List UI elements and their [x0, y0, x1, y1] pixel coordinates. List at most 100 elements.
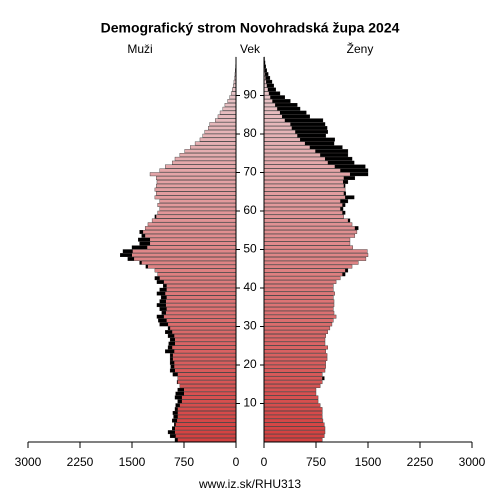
bar	[263, 179, 349, 184]
bar	[174, 422, 237, 427]
excess-bar	[282, 114, 310, 119]
bar	[159, 307, 237, 311]
bar	[204, 129, 237, 134]
bar	[174, 407, 237, 412]
excess-bar	[267, 87, 276, 92]
bar	[156, 291, 237, 296]
bar	[167, 430, 237, 435]
x-tick-label: 750	[174, 455, 194, 469]
excess-bar	[268, 91, 280, 96]
bar	[167, 326, 237, 331]
bar	[263, 260, 359, 265]
bar	[263, 318, 334, 323]
excess-bar	[165, 349, 175, 354]
bar	[263, 310, 335, 315]
excess-bar	[138, 237, 151, 242]
excess-bar	[161, 311, 166, 315]
excess-bar	[159, 322, 169, 327]
bar	[263, 291, 335, 296]
bar	[263, 430, 326, 435]
bar	[156, 303, 237, 308]
bar	[199, 137, 237, 142]
excess-bar	[122, 249, 133, 253]
excess-bar	[347, 218, 350, 223]
excess-bar	[173, 415, 178, 419]
excess-bar	[170, 338, 175, 342]
bar	[156, 191, 237, 196]
excess-bar	[159, 307, 167, 311]
bar	[263, 276, 341, 281]
y-tick-label: 60	[243, 203, 257, 217]
bar	[263, 368, 326, 373]
x-tick-label: 0	[261, 455, 268, 469]
excess-bar	[165, 330, 173, 334]
x-tick-label: 2250	[407, 455, 434, 469]
excess-bar	[170, 368, 175, 373]
excess-bar	[315, 149, 348, 153]
excess-bar	[120, 253, 132, 257]
x-tick-label: 3000	[459, 455, 486, 469]
excess-bar	[270, 95, 285, 99]
bar	[263, 176, 356, 181]
bar	[263, 345, 328, 350]
excess-bar	[277, 107, 301, 111]
excess-bar	[139, 261, 142, 265]
bar	[159, 322, 237, 327]
bar	[263, 314, 337, 319]
y-tick-label: 10	[243, 396, 257, 410]
excess-bar	[172, 411, 178, 415]
bar	[263, 237, 351, 242]
bar	[263, 230, 358, 234]
bar	[263, 322, 333, 327]
bar	[263, 233, 356, 238]
excess-bar	[170, 353, 173, 357]
bar	[194, 141, 237, 146]
bar	[157, 272, 237, 277]
bar	[122, 249, 237, 254]
excess-bar	[170, 361, 175, 365]
bar	[161, 310, 237, 315]
excess-bar	[170, 434, 176, 438]
excess-bar	[345, 268, 348, 273]
excess-bar	[139, 241, 151, 246]
excess-bar	[343, 191, 346, 196]
excess-bar	[322, 376, 325, 380]
excess-bar	[168, 334, 175, 338]
bar	[217, 114, 237, 119]
bar	[263, 268, 349, 273]
bar	[263, 334, 326, 338]
excess-bar	[161, 295, 167, 300]
excess-bar	[177, 380, 178, 384]
excess-bar	[327, 160, 355, 165]
bar	[179, 384, 237, 388]
bar	[263, 210, 346, 215]
excess-bar	[343, 180, 348, 184]
bar	[157, 203, 237, 207]
excess-bar	[168, 345, 173, 350]
bar	[165, 164, 237, 169]
bar	[167, 345, 237, 350]
bar	[263, 283, 334, 288]
bar	[263, 303, 335, 308]
excess-bar	[159, 288, 167, 292]
bar	[263, 307, 334, 311]
excess-bar	[354, 226, 359, 230]
excess-bar	[172, 418, 178, 423]
bar	[263, 411, 323, 415]
bar	[149, 172, 237, 177]
y-tick-label: 50	[243, 242, 257, 256]
bar	[174, 395, 237, 400]
bar	[151, 218, 237, 223]
bar	[177, 376, 237, 381]
excess-bar	[159, 299, 166, 303]
excess-bar	[264, 60, 266, 65]
x-tick-label: 2250	[67, 455, 94, 469]
right-label: Ženy	[347, 41, 374, 56]
bar	[263, 203, 346, 207]
excess-bar	[284, 118, 323, 123]
bar	[263, 226, 359, 231]
excess-bar	[264, 68, 267, 72]
excess-bar	[272, 99, 291, 103]
excess-bar	[141, 234, 146, 238]
excess-bar	[345, 195, 355, 200]
